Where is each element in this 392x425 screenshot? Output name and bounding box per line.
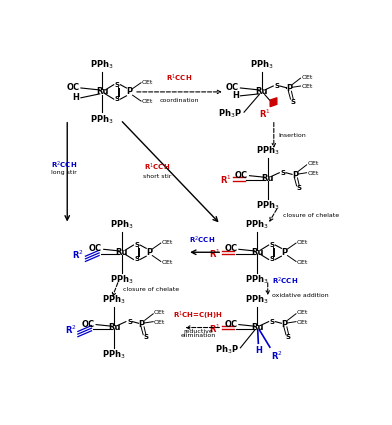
- Text: PPh$_3$: PPh$_3$: [256, 200, 279, 212]
- Text: PPh$_3$: PPh$_3$: [90, 58, 114, 71]
- Text: S: S: [115, 82, 120, 88]
- Text: elimination: elimination: [180, 334, 216, 338]
- Text: H: H: [255, 346, 262, 354]
- Text: S: S: [135, 256, 140, 263]
- Text: P: P: [281, 248, 287, 257]
- Text: Ru: Ru: [96, 88, 109, 96]
- Text: Ph$_3$P: Ph$_3$P: [215, 343, 239, 356]
- Text: P: P: [292, 171, 298, 180]
- Text: S: S: [274, 83, 279, 89]
- Text: PPh$_3$: PPh$_3$: [102, 349, 126, 361]
- Text: R$^1$: R$^1$: [209, 323, 221, 335]
- Text: PPh$_3$: PPh$_3$: [110, 218, 134, 231]
- Text: R$^1$CCH: R$^1$CCH: [144, 162, 170, 173]
- Text: R$^2$: R$^2$: [65, 324, 76, 336]
- Text: PPh$_3$: PPh$_3$: [102, 294, 126, 306]
- Text: P: P: [281, 320, 287, 329]
- Text: Ru: Ru: [108, 323, 121, 332]
- Text: S: S: [286, 334, 291, 340]
- Text: Ru: Ru: [116, 248, 128, 257]
- Text: S: S: [297, 185, 301, 191]
- Text: PPh$_3$: PPh$_3$: [250, 58, 274, 71]
- Text: P: P: [139, 320, 145, 329]
- Text: R$^1$CH=C(H)H: R$^1$CH=C(H)H: [173, 309, 223, 322]
- Text: reductive: reductive: [183, 329, 213, 334]
- Text: R$^2$CCH: R$^2$CCH: [189, 235, 215, 246]
- Text: R$^2$CCH: R$^2$CCH: [51, 160, 77, 171]
- Text: PPh$_3$: PPh$_3$: [256, 145, 279, 157]
- Text: Ph$_3$P: Ph$_3$P: [218, 108, 242, 120]
- Text: S: S: [127, 319, 132, 325]
- Text: OEt: OEt: [297, 260, 308, 265]
- Text: Insertion: Insertion: [278, 133, 306, 138]
- Text: PPh$_3$: PPh$_3$: [245, 218, 269, 231]
- Text: OEt: OEt: [297, 320, 308, 325]
- Polygon shape: [270, 98, 277, 107]
- Text: S: S: [270, 319, 275, 325]
- Text: OEt: OEt: [142, 99, 153, 104]
- Text: OC: OC: [224, 320, 238, 329]
- Text: R$^1$: R$^1$: [220, 174, 231, 187]
- Text: OC: OC: [82, 320, 94, 329]
- Text: R$^1$: R$^1$: [209, 248, 221, 260]
- Text: OEt: OEt: [154, 320, 165, 325]
- Text: R$^2$: R$^2$: [72, 249, 84, 261]
- Text: coordination: coordination: [160, 98, 199, 103]
- Text: OEt: OEt: [307, 162, 319, 167]
- Text: OC: OC: [66, 83, 79, 93]
- Text: closure of chelate: closure of chelate: [283, 213, 339, 218]
- Text: OEt: OEt: [162, 260, 173, 265]
- Text: R$^2$CCH: R$^2$CCH: [272, 275, 298, 286]
- Text: long stir: long stir: [51, 170, 76, 176]
- Text: short stir: short stir: [143, 174, 171, 179]
- Text: S: S: [143, 334, 148, 340]
- Text: OEt: OEt: [301, 85, 312, 90]
- Text: Ru: Ru: [256, 88, 268, 96]
- Text: PPh$_3$: PPh$_3$: [110, 274, 134, 286]
- Text: S: S: [270, 256, 275, 263]
- Text: OEt: OEt: [154, 310, 165, 315]
- Text: Ru: Ru: [251, 248, 263, 257]
- Text: S: S: [270, 242, 275, 248]
- Text: OEt: OEt: [142, 79, 153, 85]
- Text: Ru: Ru: [261, 174, 274, 183]
- Text: P: P: [146, 248, 152, 257]
- Text: OEt: OEt: [297, 310, 308, 315]
- Text: OEt: OEt: [301, 75, 312, 79]
- Text: P: P: [286, 84, 292, 93]
- Text: PPh$_3$: PPh$_3$: [90, 113, 114, 126]
- Text: OEt: OEt: [297, 240, 308, 245]
- Text: Ru: Ru: [251, 323, 263, 332]
- Text: OC: OC: [224, 244, 238, 253]
- Text: OC: OC: [89, 244, 102, 253]
- Text: closure of chelate: closure of chelate: [123, 287, 180, 292]
- Text: OC: OC: [226, 83, 239, 93]
- Text: S: S: [281, 170, 285, 176]
- Text: H: H: [232, 91, 239, 100]
- Text: P: P: [127, 88, 132, 96]
- Text: OC: OC: [235, 171, 248, 180]
- Text: PPh$_3$: PPh$_3$: [245, 274, 269, 286]
- Text: R$^1$CCH: R$^1$CCH: [166, 72, 192, 84]
- Text: S: S: [135, 242, 140, 248]
- Text: H: H: [73, 94, 79, 102]
- Text: R$^2$: R$^2$: [271, 350, 283, 362]
- Text: S: S: [290, 99, 296, 105]
- Text: R$^1$: R$^1$: [260, 108, 271, 120]
- Text: OEt: OEt: [162, 240, 173, 245]
- Text: oxidative addition: oxidative addition: [272, 293, 329, 298]
- Text: OEt: OEt: [307, 171, 319, 176]
- Text: S: S: [115, 96, 120, 102]
- Text: PPh$_3$: PPh$_3$: [245, 294, 269, 306]
